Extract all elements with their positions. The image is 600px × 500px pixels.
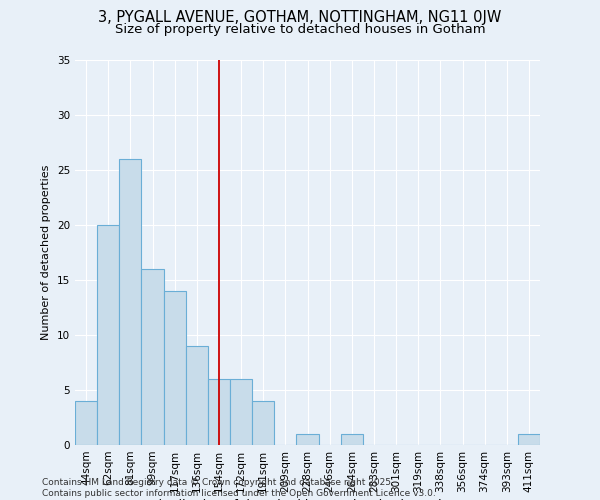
X-axis label: Distribution of detached houses by size in Gotham: Distribution of detached houses by size … [149, 499, 466, 500]
Text: Contains HM Land Registry data © Crown copyright and database right 2025.
Contai: Contains HM Land Registry data © Crown c… [42, 478, 436, 498]
Bar [518, 434, 540, 445]
Bar [164, 291, 186, 445]
Bar [296, 434, 319, 445]
Bar [75, 401, 97, 445]
Text: 3, PYGALL AVENUE, GOTHAM, NOTTINGHAM, NG11 0JW: 3, PYGALL AVENUE, GOTHAM, NOTTINGHAM, NG… [98, 10, 502, 25]
Bar [252, 401, 274, 445]
Bar [230, 379, 252, 445]
Y-axis label: Number of detached properties: Number of detached properties [41, 165, 52, 340]
Bar [97, 225, 119, 445]
Text: Size of property relative to detached houses in Gotham: Size of property relative to detached ho… [115, 22, 485, 36]
Bar [119, 159, 142, 445]
Bar [341, 434, 363, 445]
Bar [186, 346, 208, 445]
Bar [208, 379, 230, 445]
Bar [142, 269, 164, 445]
